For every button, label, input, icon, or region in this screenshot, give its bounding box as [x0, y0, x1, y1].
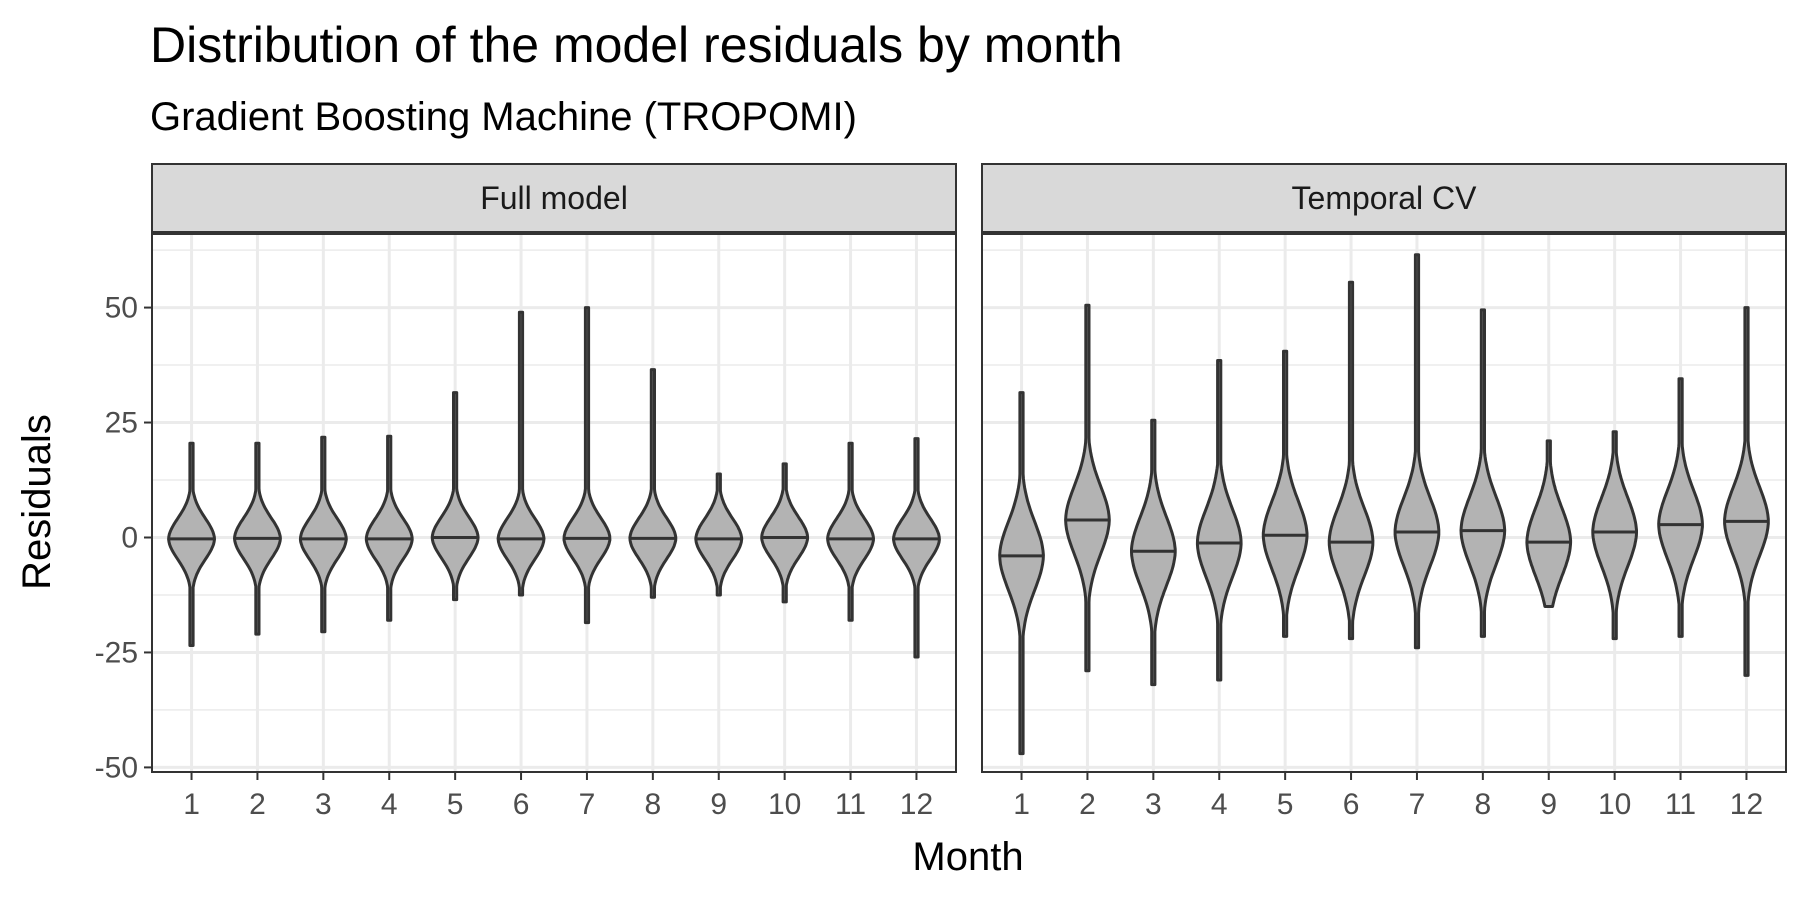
x-tick-label: 4: [381, 788, 398, 821]
violin-month-12: [1723, 306, 1770, 677]
violin-month-2: [1064, 303, 1111, 673]
x-tick-label: 7: [579, 788, 596, 821]
x-tick-label: 9: [1540, 788, 1557, 821]
violin-month-5: [1261, 349, 1309, 638]
violin-month-4: [364, 434, 414, 622]
violin-month-1: [167, 441, 216, 647]
violin-month-11: [826, 441, 875, 622]
x-tick-label: 11: [835, 788, 866, 821]
violin-month-9: [1525, 439, 1573, 608]
x-tick-label: 6: [513, 788, 530, 821]
violin-month-7: [1393, 253, 1441, 650]
chart-subtitle: Gradient Boosting Machine (TROPOMI): [150, 95, 857, 139]
x-tick-label: 12: [1730, 788, 1763, 821]
violin-month-7: [562, 306, 612, 625]
violin-month-10: [1591, 430, 1638, 641]
panel-border: [981, 233, 1787, 773]
chart-title: Distribution of the model residuals by m…: [150, 17, 1123, 73]
facet-strip-label: Full model: [480, 180, 628, 216]
x-tick-label: 4: [1211, 788, 1228, 821]
x-tick-label: 9: [710, 788, 727, 821]
violin-month-1: [998, 391, 1045, 756]
x-tick-label: 5: [447, 788, 464, 821]
y-tick-label: 0: [121, 521, 138, 554]
violin-month-6: [496, 310, 546, 597]
y-tick-label: -25: [95, 636, 138, 669]
y-tick-label: 50: [105, 292, 138, 325]
x-tick-label: 8: [645, 788, 662, 821]
x-tick-label: 11: [1665, 788, 1696, 821]
x-tick-label: 6: [1343, 788, 1360, 821]
x-tick-label: 2: [1079, 788, 1096, 821]
x-tick-label: 1: [183, 788, 200, 821]
facet-strip: [981, 163, 1787, 233]
x-tick-label: 10: [1598, 788, 1631, 821]
violin-month-10: [760, 462, 810, 604]
facet-strip: [151, 163, 957, 233]
x-tick-label: 5: [1277, 788, 1294, 821]
y-axis: -50 -25 0 25 50: [95, 292, 152, 784]
violin-month-11: [1657, 377, 1704, 638]
x-tick-label: 2: [249, 788, 266, 821]
x-axis-title: Month: [912, 835, 1023, 879]
x-tick-label: 3: [1145, 788, 1162, 821]
x-tick-label: 7: [1409, 788, 1426, 821]
panel-2: Temporal CV1 2 3 4 5 6 7 8 9 10 11 12: [981, 163, 1787, 821]
x-tick-label: 10: [768, 788, 801, 821]
panel-background: [152, 234, 956, 772]
x-tick-label: 8: [1475, 788, 1492, 821]
y-axis-title: Residuals: [15, 414, 59, 590]
x-tick-label: 3: [315, 788, 332, 821]
violin-month-9: [694, 472, 744, 597]
panel-background: [982, 234, 1786, 772]
violin-month-12: [892, 437, 941, 659]
violin-month-3: [298, 435, 348, 634]
violin-month-5: [430, 391, 480, 602]
violin-month-4: [1195, 359, 1243, 682]
x-tick-label: 1: [1013, 788, 1030, 821]
x-tick-label: 12: [900, 788, 933, 821]
violin-month-6: [1327, 280, 1375, 641]
y-tick-label: -50: [95, 751, 138, 784]
violin-month-8: [628, 368, 678, 599]
y-tick-label: 25: [105, 407, 138, 440]
panel-border: [151, 233, 957, 773]
facet-strip-label: Temporal CV: [1292, 180, 1478, 216]
